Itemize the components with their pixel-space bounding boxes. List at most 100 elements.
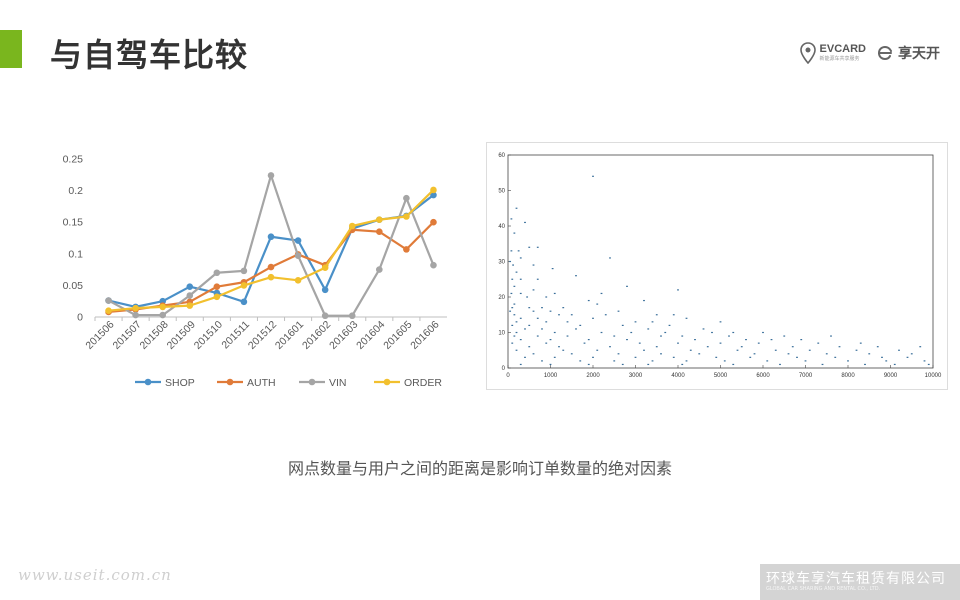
scatter-point bbox=[864, 363, 866, 366]
trend-line-chart: 00.050.10.150.20.25201506201507201508201… bbox=[63, 154, 447, 389]
data-point-order bbox=[105, 307, 112, 314]
scatter-point bbox=[847, 360, 849, 362]
x-tick-label: 201512 bbox=[246, 319, 279, 352]
y-tick-label: 10 bbox=[498, 331, 505, 337]
page-title: 与自驾车比较 bbox=[50, 36, 249, 74]
x-tick-label: 5000 bbox=[714, 373, 728, 379]
scatter-point bbox=[855, 349, 858, 351]
data-point-vin bbox=[132, 311, 139, 319]
data-point-shop bbox=[430, 191, 437, 199]
scatter-chart-frame: 0 10 20 30 40 50 60 0 1000 2000 3000 4000 5000 6000 70… bbox=[486, 142, 948, 390]
legend-marker-shop bbox=[144, 378, 152, 386]
data-point-vin bbox=[403, 194, 410, 202]
data-point-order bbox=[240, 282, 248, 289]
data-point-order bbox=[403, 213, 410, 220]
scatter-point bbox=[770, 339, 773, 341]
scatter-point bbox=[532, 353, 535, 355]
legend-label-auth: AUTH bbox=[247, 377, 276, 389]
scatter-point bbox=[923, 360, 926, 362]
scatter-point bbox=[617, 353, 620, 355]
xiangtiankai-logo-text: 享天开 bbox=[898, 46, 940, 62]
scatter-point bbox=[541, 328, 543, 330]
scatter-point bbox=[528, 307, 531, 309]
scatter-point bbox=[604, 314, 607, 316]
scatter-point bbox=[509, 260, 512, 263]
scatter-point bbox=[838, 346, 841, 348]
scatter-point bbox=[651, 360, 654, 362]
scatter-point bbox=[634, 356, 637, 358]
scatter-point bbox=[515, 207, 518, 209]
scatter-point bbox=[783, 335, 786, 337]
data-point-vin bbox=[105, 297, 112, 304]
scatter-point bbox=[566, 321, 569, 323]
scatter-point bbox=[638, 342, 641, 344]
series-line-shop bbox=[108, 194, 435, 308]
scatter-point bbox=[817, 342, 820, 344]
scatter-point bbox=[519, 292, 522, 295]
data-point-vin bbox=[240, 267, 248, 275]
xiangtiankai-logo: 享天开 bbox=[876, 43, 940, 63]
scatter-point bbox=[513, 232, 516, 234]
scatter-point bbox=[512, 264, 514, 266]
scatter-point bbox=[596, 349, 599, 351]
x-tick-label: 8000 bbox=[841, 373, 855, 379]
scatter-point bbox=[672, 314, 675, 316]
scatter-point bbox=[587, 339, 590, 341]
x-tick-label: 201508 bbox=[138, 319, 171, 352]
scatter-point bbox=[536, 335, 539, 337]
x-tick-label: 1000 bbox=[544, 373, 558, 379]
scatter-point bbox=[528, 246, 531, 248]
scatter-plot-box bbox=[507, 154, 934, 369]
scatter-point bbox=[749, 356, 752, 358]
legend-label-order: ORDER bbox=[404, 377, 442, 389]
scatter-point bbox=[549, 339, 552, 341]
scatter-point bbox=[762, 331, 764, 334]
evcard-logo: EVCARD 新能源车共享服务 bbox=[799, 42, 866, 64]
scatter-point bbox=[536, 246, 539, 248]
scatter-point bbox=[545, 296, 548, 298]
scatter-point bbox=[868, 353, 871, 355]
scatter-point bbox=[689, 349, 692, 351]
legend-marker-order bbox=[383, 378, 391, 386]
scatter-point bbox=[609, 346, 611, 348]
scatter-point bbox=[910, 353, 913, 355]
y-tick-label: 60 bbox=[498, 153, 505, 159]
x-tick-label: 201604 bbox=[354, 319, 387, 352]
scatter-point bbox=[715, 356, 718, 358]
x-tick-label: 0 bbox=[506, 373, 510, 379]
scatter-point bbox=[834, 356, 837, 358]
scatter-point bbox=[732, 363, 735, 366]
scatter-point bbox=[821, 363, 824, 366]
x-tick-label: 3000 bbox=[629, 373, 643, 379]
scatter-point bbox=[517, 250, 520, 252]
scatter-point bbox=[566, 335, 569, 337]
scatter-point bbox=[592, 317, 594, 319]
logo-area: EVCARD 新能源车共享服务 享天开 bbox=[799, 38, 940, 68]
data-point-order bbox=[186, 302, 194, 309]
scatter-point bbox=[685, 360, 688, 362]
scatter-point bbox=[583, 342, 586, 344]
scatter-point bbox=[643, 299, 645, 302]
scatter-point bbox=[524, 356, 526, 358]
evcard-logo-text: EVCARD bbox=[819, 43, 866, 55]
scatter-point bbox=[800, 339, 803, 341]
y-tick-label: 0.15 bbox=[63, 217, 84, 229]
y-tick-label: 20 bbox=[498, 295, 505, 301]
scatter-point bbox=[702, 328, 705, 330]
data-point-shop bbox=[294, 237, 302, 244]
data-point-vin bbox=[213, 269, 221, 277]
footer-company-english: GLOBAL CAR SHARING AND RENTAL CO., LTD. bbox=[766, 586, 881, 592]
title-accent-bar bbox=[0, 30, 22, 68]
scatter-point bbox=[685, 317, 688, 319]
scatter-point bbox=[536, 278, 539, 280]
scatter-point bbox=[655, 314, 658, 316]
scatter-point bbox=[660, 353, 662, 355]
scatter-point bbox=[609, 257, 611, 259]
scatter-point bbox=[796, 356, 798, 358]
x-tick-label: 201507 bbox=[110, 319, 143, 352]
x-tick-label: 201506 bbox=[83, 319, 116, 352]
data-point-order bbox=[159, 303, 166, 311]
x-tick-label: 7000 bbox=[799, 373, 813, 379]
x-tick-label: 201601 bbox=[273, 319, 306, 352]
series-line-order bbox=[108, 189, 435, 312]
